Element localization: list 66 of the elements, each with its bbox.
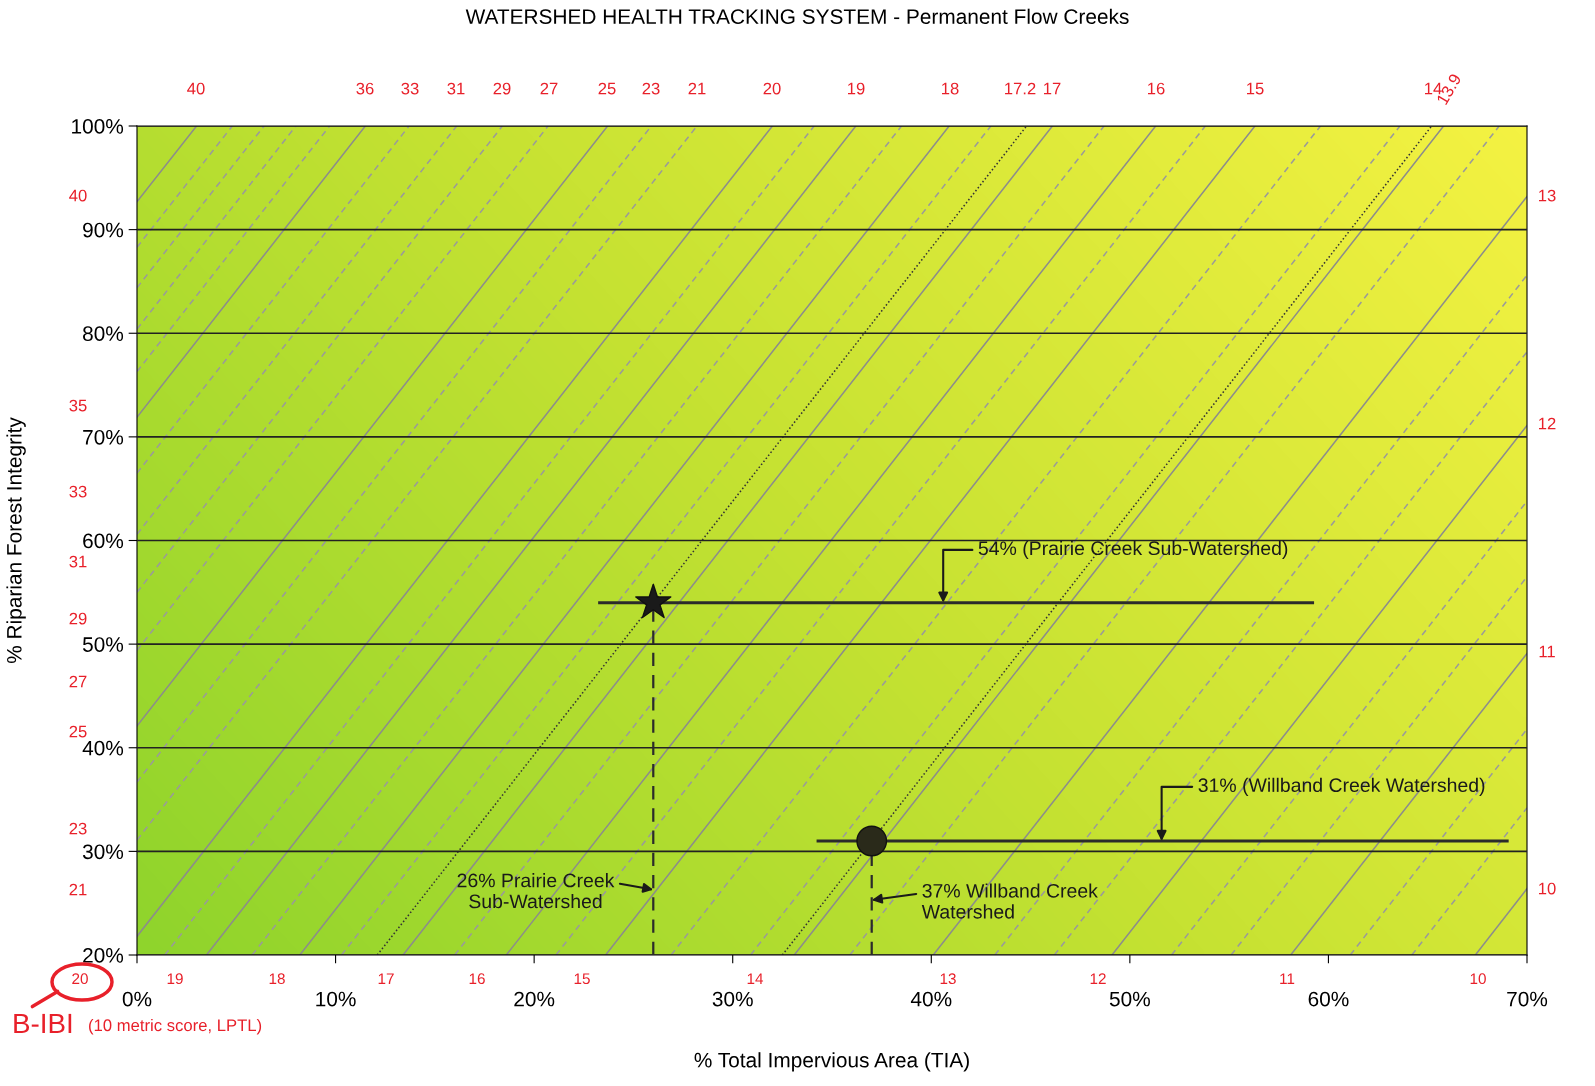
text: 25 xyxy=(69,725,87,738)
text: 40 xyxy=(69,189,87,202)
annotation: 26% Prairie Creek Sub-Watershed xyxy=(457,873,615,909)
text: 27 xyxy=(69,675,87,688)
x-tick-label: 50% xyxy=(1109,991,1150,1007)
text: (10 metric score, LPTL) xyxy=(89,1018,262,1035)
text: 10 xyxy=(1470,973,1486,985)
annotation: 37% Willband Creek Watershed xyxy=(921,883,1098,919)
text: 19 xyxy=(167,973,183,985)
y-tick-label: 50% xyxy=(82,637,124,652)
text: 33 xyxy=(69,485,87,498)
text: 20 xyxy=(763,82,781,95)
x-tick-label: 60% xyxy=(1308,991,1349,1007)
text: 11 xyxy=(1539,645,1555,658)
text: 19 xyxy=(848,82,865,95)
text: 17 xyxy=(1044,82,1061,95)
y-tick-label: 90% xyxy=(83,222,124,238)
text: 11 xyxy=(1280,973,1295,984)
text: 21 xyxy=(69,883,87,896)
x-tick-label: 10% xyxy=(316,991,356,1007)
y-tick-label: 80% xyxy=(83,326,124,341)
text: 13 xyxy=(1539,189,1556,202)
text: 15 xyxy=(574,973,590,985)
y-tick-label: 70% xyxy=(83,429,124,445)
text: 18 xyxy=(269,973,285,985)
text: B-IBI xyxy=(14,1013,72,1033)
x-tick-label: 70% xyxy=(1507,991,1548,1007)
text: 29 xyxy=(493,82,511,95)
text: 23 xyxy=(642,82,660,95)
y-tick-label: 60% xyxy=(83,533,124,549)
x-tick-label: 20% xyxy=(514,991,555,1007)
chart-title: WATERSHED HEALTH TRACKING SYSTEM - Permanent Flow Creeks xyxy=(465,8,1129,24)
annotation: 31% (Willband Creek Watershed) xyxy=(1198,777,1485,796)
text: 36 xyxy=(356,82,374,95)
x-tick-label: 0% xyxy=(122,991,152,1007)
text: 15 xyxy=(1247,82,1264,95)
x-axis-title: % Total Impervious Area (TIA) xyxy=(694,1052,969,1072)
text: 23 xyxy=(69,822,87,835)
text: 12 xyxy=(1539,417,1556,430)
text: 16 xyxy=(1148,82,1165,95)
text: 31 xyxy=(447,82,465,95)
text: 40 xyxy=(187,82,205,95)
text: 10 xyxy=(1539,882,1556,895)
x-tick-label: 40% xyxy=(910,991,952,1007)
text: 35 xyxy=(69,399,87,412)
text: 25 xyxy=(598,82,616,95)
text: 31 xyxy=(69,555,87,568)
text: 16 xyxy=(469,973,485,985)
annotation: 54% (Prairie Creek Sub-Watershed) xyxy=(978,540,1288,559)
y-tick-label: 20% xyxy=(83,948,124,963)
x-tick-label: 30% xyxy=(712,991,753,1007)
text: 18 xyxy=(942,82,959,95)
text: 14 xyxy=(747,973,764,984)
text: 13 xyxy=(940,973,956,985)
y-tick-label: 30% xyxy=(82,844,124,860)
text: 27 xyxy=(540,82,558,95)
text: 21 xyxy=(688,82,706,95)
text: 20 xyxy=(72,973,88,985)
text: 17 xyxy=(378,973,394,984)
text: 17.2 xyxy=(1005,82,1036,95)
y-tick-label: 100% xyxy=(72,119,124,134)
y-tick-label: 40% xyxy=(82,740,124,756)
text: 33 xyxy=(401,82,419,95)
text: 29 xyxy=(69,612,87,625)
y-axis-title: % Riparian Forest Integrity xyxy=(6,417,26,664)
text: 12 xyxy=(1090,973,1106,984)
